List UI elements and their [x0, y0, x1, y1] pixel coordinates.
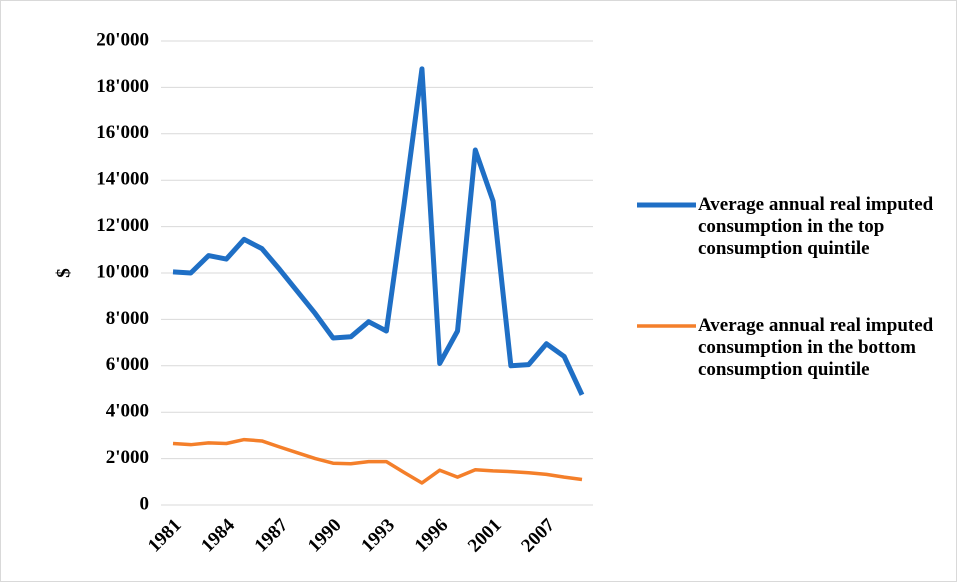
legend-label: Average annual real imputed consumption …: [698, 315, 934, 380]
legend-label: Average annual real imputed consumption …: [698, 194, 934, 259]
x-tick-label: 1993: [357, 515, 399, 557]
y-tick-label: 16'000: [96, 122, 149, 143]
series-line: [172, 66, 585, 396]
y-tick-label: 4'000: [106, 401, 149, 422]
y-tick-label: 20'000: [96, 29, 149, 50]
y-axis-label: $: [53, 268, 74, 278]
x-tick-label: 1987: [251, 514, 293, 556]
x-tick-label: 1996: [411, 515, 453, 557]
y-tick-label: 2'000: [106, 447, 149, 468]
y-tick-label: 6'000: [106, 354, 149, 375]
y-tick-label: 12'000: [96, 215, 149, 236]
y-tick-label: 10'000: [96, 261, 149, 282]
y-tick-label: 14'000: [96, 169, 149, 190]
y-tick-label: 8'000: [106, 308, 149, 329]
x-tick-label: 1984: [197, 514, 239, 556]
y-tick-label: 0: [140, 493, 150, 514]
series-line: [172, 437, 583, 485]
x-tick-label: 1981: [144, 515, 186, 557]
x-tick-label: 2007: [517, 514, 559, 556]
y-tick-label: 18'000: [96, 76, 149, 97]
x-tick-label: 2001: [464, 515, 506, 557]
x-tick-label: 1990: [304, 515, 346, 557]
